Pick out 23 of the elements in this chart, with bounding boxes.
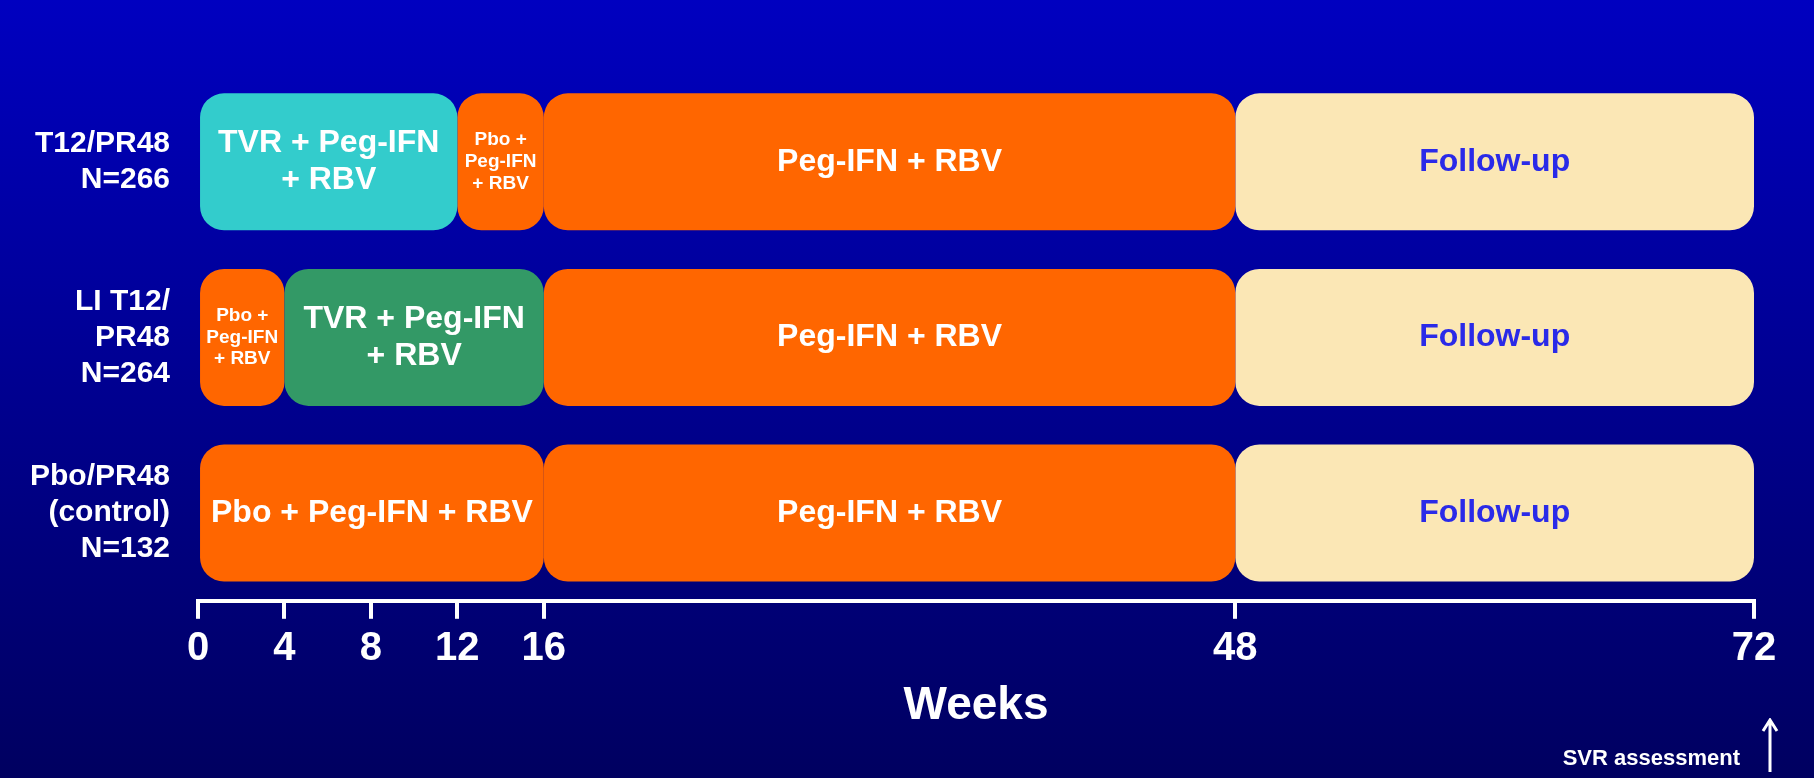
text: Follow-up (1419, 317, 1571, 354)
text: Pbo + Peg-IFN + RBV (211, 492, 533, 529)
x-tick-label: 12 (435, 623, 480, 668)
text: Peg-IFN + RBV (777, 492, 1003, 529)
y-tick-label: T12/PR48 N=266 (34, 125, 171, 195)
y-tick-label: Pbo/PR48 (control) N=132 (29, 458, 171, 564)
text: SVR assessment (1562, 745, 1741, 771)
series-label: Follow-up (1419, 141, 1571, 178)
text: Follow-up (1419, 492, 1571, 529)
text: Pbo + Peg-IFN + RBV (464, 128, 537, 193)
y-tick-label: LI T12/ PR48 N=264 (75, 282, 171, 388)
x-tick-label: 0 (186, 623, 210, 668)
series-label: TVR + Peg-IFN + RBV (218, 123, 440, 197)
series-label: Peg-IFN + RBV (777, 141, 1003, 178)
x-tick-label: 4 (273, 623, 297, 668)
x-tick-label: 72 (1731, 623, 1777, 668)
text: TVR + Peg-IFN + RBV (303, 298, 525, 372)
x-tick-label: 8 (359, 623, 383, 668)
text: Peg-IFN + RBV (777, 317, 1003, 354)
x-tick-label: 48 (1213, 623, 1258, 668)
x-axis-title: Weeks (903, 677, 1049, 730)
series-label: Pbo + Peg-IFN + RBV (206, 303, 279, 369)
x-tick-label: 16 (521, 623, 567, 668)
